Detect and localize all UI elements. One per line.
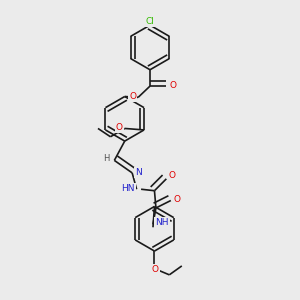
Text: O: O [116, 123, 123, 132]
Text: O: O [168, 171, 175, 180]
Text: O: O [174, 194, 181, 203]
Text: NH: NH [155, 218, 169, 227]
Text: HN: HN [122, 184, 135, 193]
Text: O: O [169, 81, 176, 90]
Text: Cl: Cl [146, 17, 154, 26]
Text: H: H [103, 154, 109, 163]
Text: O: O [129, 92, 136, 101]
Text: N: N [135, 168, 142, 177]
Text: O: O [152, 265, 159, 274]
